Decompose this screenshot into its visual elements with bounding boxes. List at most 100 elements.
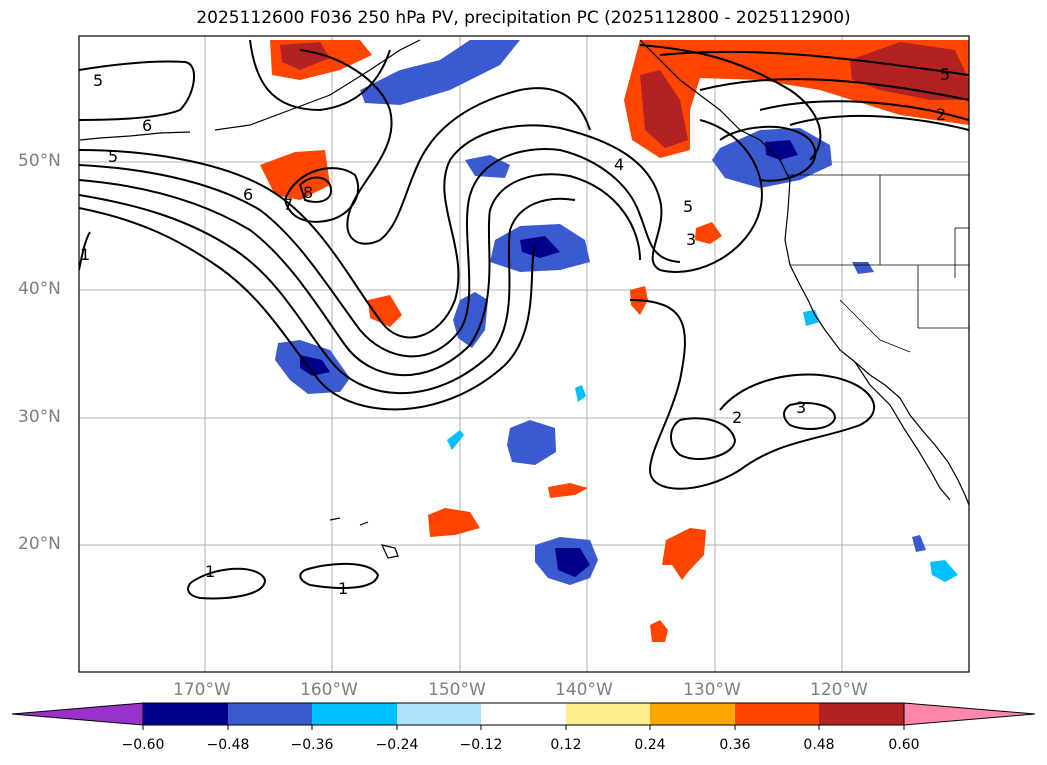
colorbar-segment: [819, 703, 904, 725]
precip-blob-neg-small-1: [447, 430, 464, 450]
political-borders: [788, 174, 969, 353]
precip-blob-154w: [368, 295, 402, 327]
lat-label-30n: 30°N: [18, 407, 61, 427]
precip-blob-168w: [260, 150, 330, 200]
precip-blob-nw-core: [280, 42, 330, 70]
precip-negative-anomalies: [275, 40, 958, 585]
contour-label: 3: [686, 230, 696, 249]
pv-contour-north: [249, 39, 391, 112]
lon-label-130w: 130°W: [683, 680, 741, 700]
precip-blob-neg-143w-28n: [507, 420, 556, 465]
coastlines: [79, 39, 969, 559]
pv-contour-7: [283, 167, 360, 223]
pv-contour-1: [79, 231, 91, 271]
pv-contour-1-s: [299, 562, 380, 589]
precip-positive-anomalies: [260, 40, 969, 642]
pv-contour-b: [79, 148, 681, 358]
colorbar-tick-label: −0.24: [375, 737, 419, 753]
colorbar-segment: [650, 703, 735, 725]
colorbar-tick-label: −0.48: [206, 737, 250, 753]
precip-blob-neg-small-6: [803, 310, 820, 326]
contour-label: 5: [940, 65, 950, 84]
colorbar: [11, 702, 1036, 730]
precip-blob-neg-north: [360, 40, 520, 105]
alaska-coast: [214, 39, 421, 131]
contour-label: 1: [205, 562, 215, 581]
colorbar-tick-label: −0.12: [459, 737, 503, 753]
colorbar-tick-label: −0.60: [121, 737, 165, 753]
pv-contour-3-loop: [783, 402, 837, 431]
lat-label-50n: 50°N: [18, 151, 61, 171]
lon-label-120w: 120°W: [810, 680, 868, 700]
colorbar-segment: [566, 703, 650, 725]
lon-label-170w: 170°W: [173, 680, 231, 700]
map-title: 2025112600 F036 250 hPa PV, precipitatio…: [196, 8, 851, 28]
contour-label: 5: [683, 197, 693, 216]
pv-contour-5-west: [79, 60, 196, 121]
colorbar-extend-max: [903, 702, 1036, 726]
lat-label-40n: 40°N: [18, 279, 61, 299]
precip-blob-131w: [695, 222, 722, 244]
contour-label: 8: [303, 183, 313, 202]
pv-contour-east-loop: [719, 125, 817, 182]
map-frame: [78, 35, 970, 673]
pv-contour-8: [298, 176, 332, 203]
colorbar-tick-label: 0.12: [550, 737, 582, 753]
precip-blob-132w-20n: [662, 528, 706, 580]
pv-contour-east-1: [639, 44, 822, 161]
hawaii-islands: [329, 517, 399, 559]
colorbar-segment: [397, 703, 481, 725]
pv-contour-1-sw: [187, 567, 267, 600]
colorbar-segment: [143, 703, 228, 725]
baja-california: [854, 361, 951, 501]
precip-blob-neg-151w: [453, 292, 488, 348]
pv-contour-2-loop: [670, 417, 737, 460]
pv-contour-c: [79, 173, 641, 377]
contour-label: 7: [283, 195, 293, 214]
colorbar-segment: [312, 703, 397, 725]
contour-label: 1: [80, 245, 90, 264]
colorbar-tick-label: 0.60: [888, 737, 920, 753]
precip-blob-neg-144w-core: [520, 236, 560, 258]
precip-blob-150w-22n: [428, 508, 480, 537]
colorbar-tick-label: 0.24: [634, 737, 666, 753]
contour-label: 4: [614, 155, 624, 174]
north-america-coast: [639, 39, 969, 506]
colorbar-tick-label: 0.36: [719, 737, 751, 753]
precip-blob-ne-pacific-core: [640, 70, 688, 148]
contour-label: 5: [93, 71, 103, 90]
contour-label: 2: [732, 408, 742, 427]
colorbar-outline: [142, 702, 905, 726]
precip-blob-neg-small-5: [930, 560, 958, 582]
lon-label-140w: 140°W: [555, 680, 613, 700]
pv-contour-east-4: [759, 100, 969, 121]
precip-blob-neg-small-4: [912, 535, 926, 552]
pv-contour-east-2: [659, 50, 969, 76]
lat-label-20n: 20°N: [18, 534, 61, 554]
precip-blob-neg-small-2: [575, 385, 586, 402]
contour-label: 1: [338, 579, 348, 598]
colorbar-ticks: [142, 725, 905, 730]
precip-blob-neg-125w-core: [765, 140, 798, 160]
pv-contour-3-south: [629, 299, 875, 490]
state-border-california: [839, 299, 911, 353]
pv-contour-e: [79, 207, 536, 411]
pv-contour-east-5: [789, 114, 969, 131]
lon-label-160w: 160°W: [300, 680, 358, 700]
contour-label: 6: [243, 185, 253, 204]
contour-label: 2: [936, 105, 946, 124]
contour-label: 5: [108, 147, 118, 166]
precip-blob-neg-142w-20n-core: [555, 548, 590, 577]
colorbar-tick-label: 0.48: [803, 737, 835, 753]
pv-contour-d: [79, 194, 576, 395]
colorbar-segment: [228, 703, 312, 725]
contour-label: 3: [796, 398, 806, 417]
colorbar-tick-label: −0.36: [290, 737, 334, 753]
lon-label-150w: 150°W: [428, 680, 486, 700]
precip-blob-137w-12n: [650, 620, 668, 642]
pv-contours: [79, 39, 969, 600]
pv-contour-f: [299, 49, 591, 245]
colorbar-segment: [481, 703, 566, 725]
precip-blob-neg-161w-core: [300, 355, 330, 376]
